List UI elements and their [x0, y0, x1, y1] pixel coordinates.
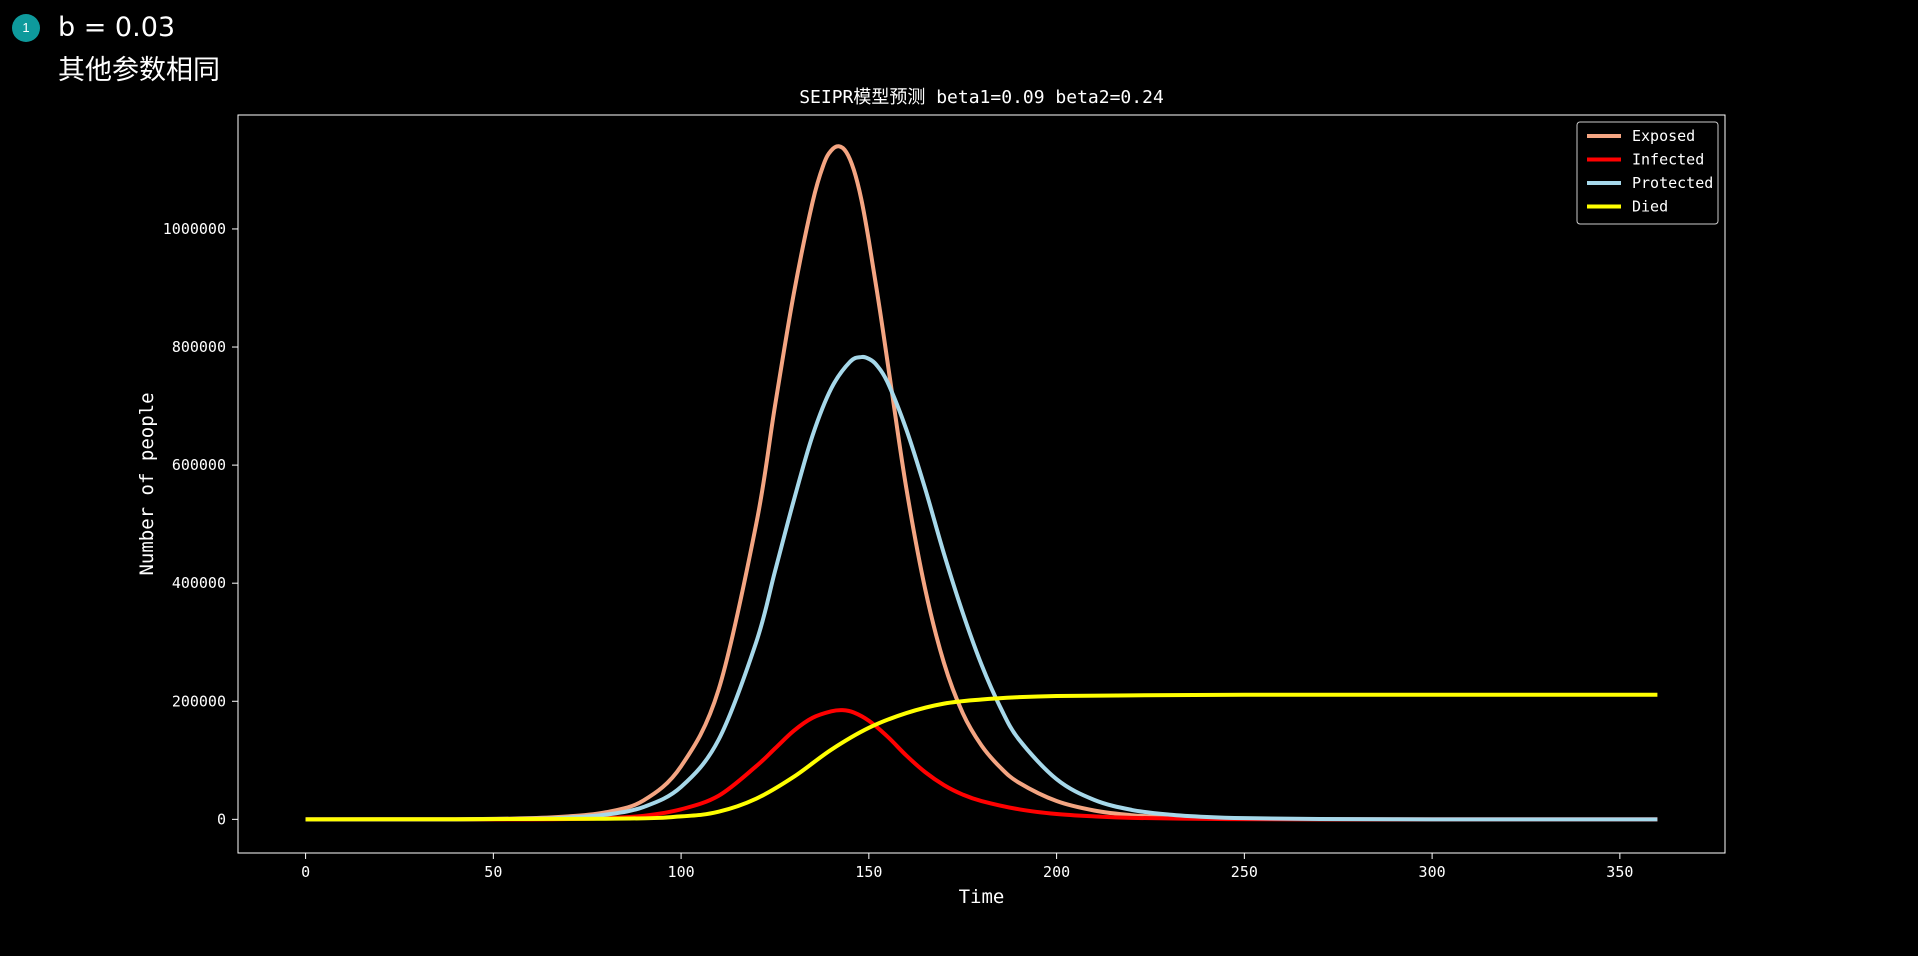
y-tick-label: 800000 — [172, 338, 226, 356]
series-line-exposed — [305, 144, 1658, 822]
y-tick-label: 200000 — [172, 692, 226, 710]
legend-label-exposed: Exposed — [1632, 127, 1695, 145]
series-line-protected — [305, 354, 1658, 822]
note-description-text: 其他参数相同 — [58, 55, 220, 86]
y-axis-label: Number of people — [136, 392, 158, 575]
x-axis-label: Time — [959, 886, 1005, 908]
note-parameter-text: b = 0.03 — [58, 12, 176, 43]
x-tick-label: 50 — [484, 863, 502, 881]
x-tick-label: 100 — [668, 863, 695, 881]
legend-box — [1576, 121, 1719, 225]
y-tick-label: 0 — [217, 810, 226, 828]
x-tick-label: 200 — [1043, 863, 1070, 881]
legend-label-infected: Infected — [1632, 151, 1704, 169]
plot-frame — [237, 114, 1726, 854]
chart-legend: Exposed Infected Protected Died — [1576, 121, 1719, 225]
legend-label-died: Died — [1632, 198, 1668, 216]
series-line-died — [305, 692, 1658, 822]
x-tick-label: 300 — [1419, 863, 1446, 881]
y-axis-ticks: 0 200000 400000 600000 800000 1000000 — [163, 220, 238, 828]
x-tick-label: 250 — [1231, 863, 1258, 881]
plot-lines — [305, 144, 1658, 822]
x-tick-label: 350 — [1606, 863, 1633, 881]
y-tick-label: 600000 — [172, 456, 226, 474]
x-tick-label: 0 — [301, 863, 310, 881]
step-badge: 1 — [12, 14, 40, 42]
chart-title: SEIPR模型预测 beta1=0.09 beta2=0.24 — [799, 87, 1164, 108]
y-tick-label: 400000 — [172, 574, 226, 592]
y-tick-label: 1000000 — [163, 220, 226, 238]
x-axis-ticks: 0 50 100 150 200 250 300 350 — [301, 853, 1633, 881]
legend-label-protected: Protected — [1632, 174, 1713, 192]
x-tick-label: 150 — [855, 863, 882, 881]
series-line-infected — [305, 708, 1658, 822]
